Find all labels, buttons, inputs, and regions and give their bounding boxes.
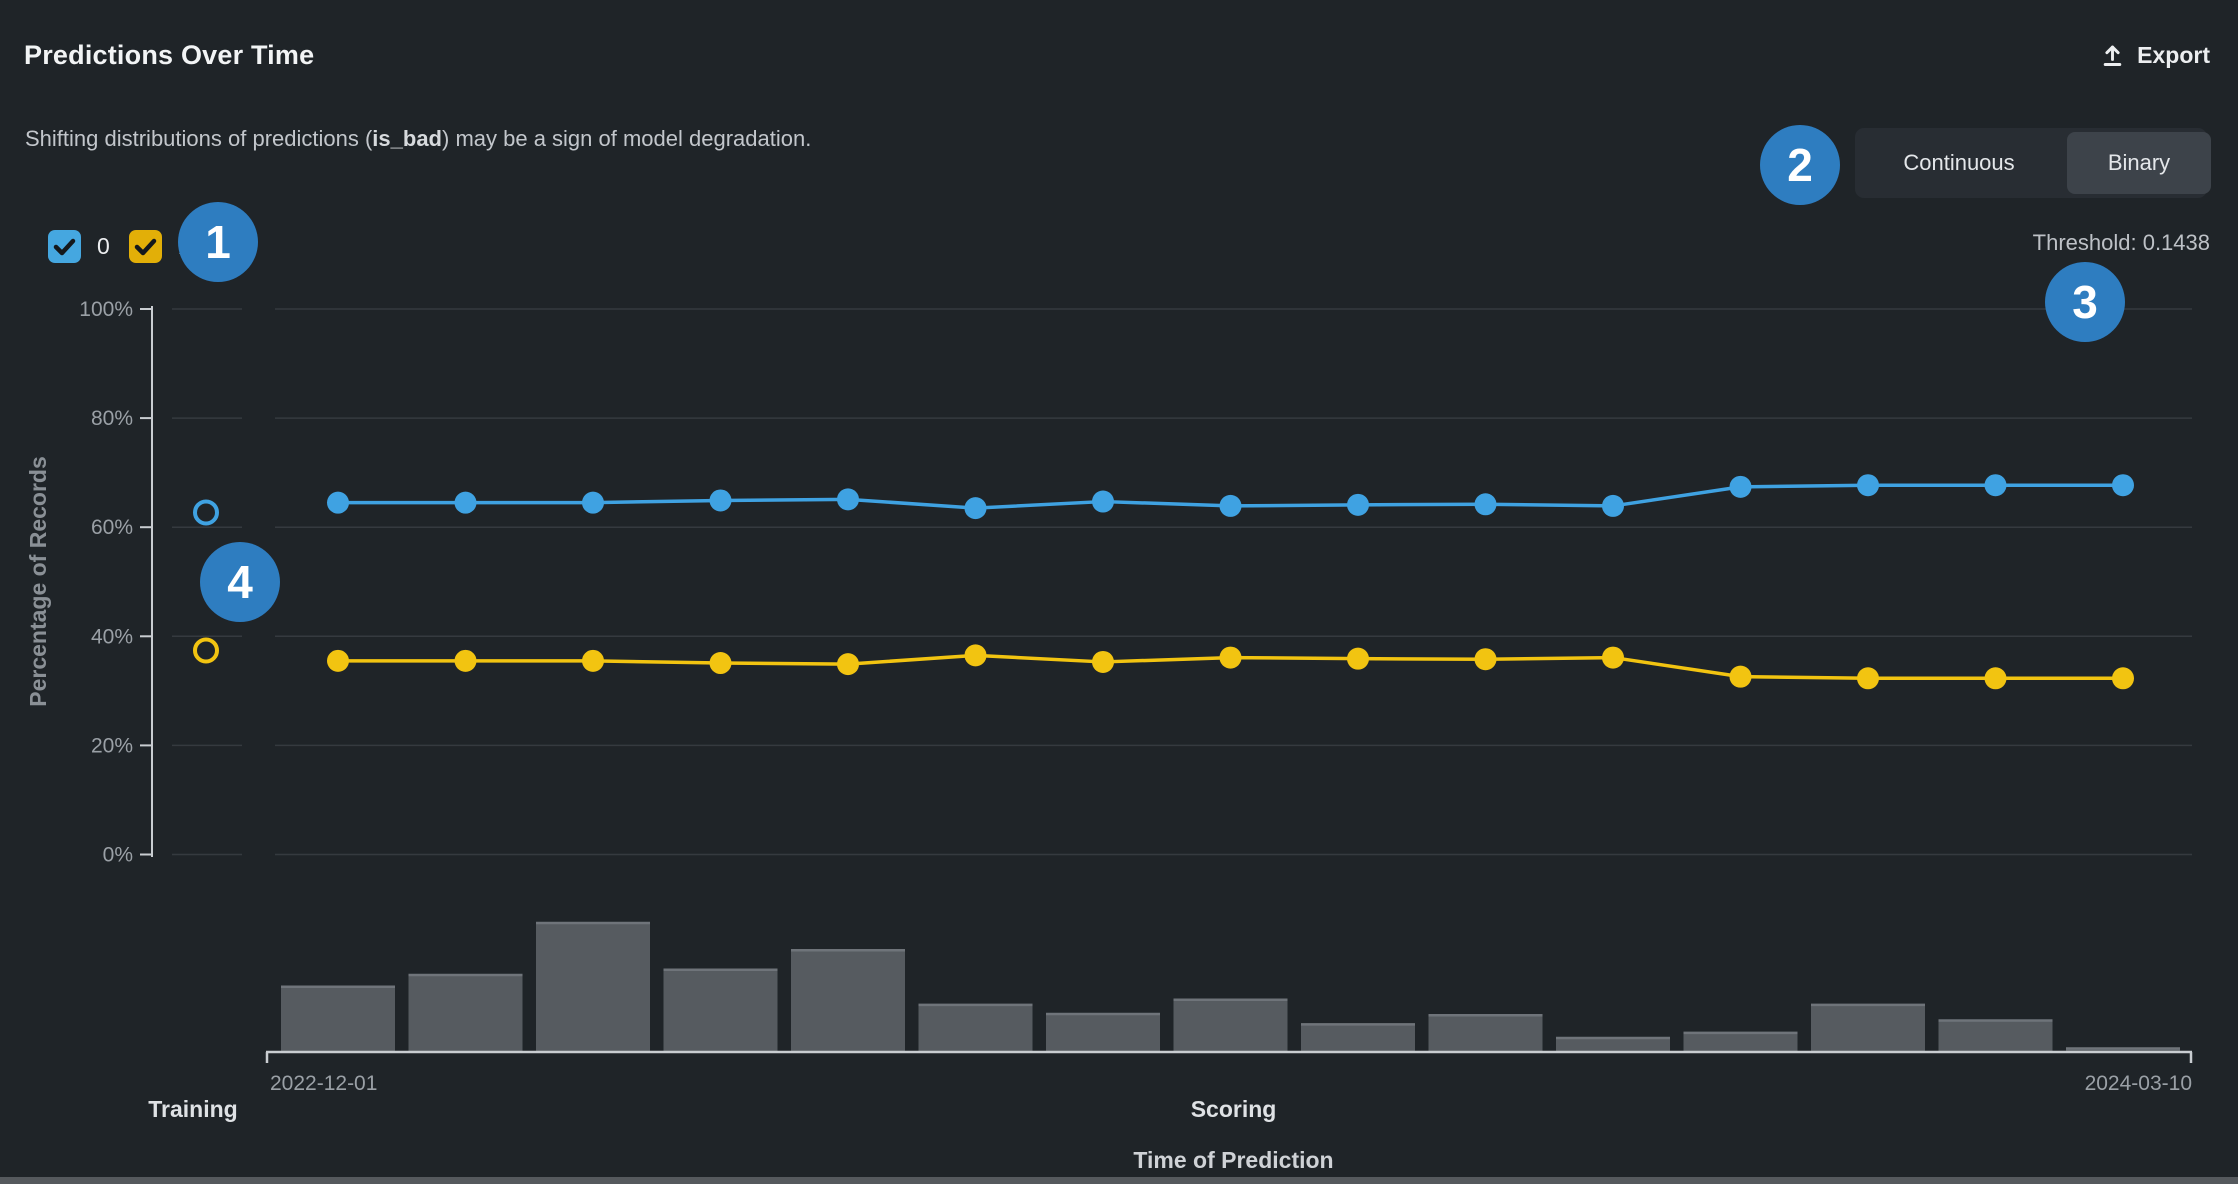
class-1-checkbox[interactable] xyxy=(128,229,162,263)
svg-text:2024-03-10: 2024-03-10 xyxy=(2085,1072,2192,1095)
class-0-checkbox[interactable] xyxy=(48,229,81,263)
class-legend: 0 1 xyxy=(48,229,191,263)
check-icon xyxy=(48,230,81,263)
svg-text:40%: 40% xyxy=(91,625,133,648)
feature-name: is_bad xyxy=(372,126,442,151)
toggle-binary[interactable]: Binary xyxy=(2067,132,2211,194)
export-upload-icon xyxy=(2099,42,2126,69)
svg-text:Time of Prediction: Time of Prediction xyxy=(1133,1147,1333,1173)
page-title: Predictions Over Time xyxy=(24,40,315,70)
export-label: Export xyxy=(2137,42,2210,68)
prediction-mode-toggle: Continuous Binary xyxy=(1855,128,2211,198)
svg-text:0%: 0% xyxy=(103,844,133,867)
threshold-value: Threshold: 0.1438 xyxy=(2032,230,2210,255)
chart-subtitle: Shifting distributions of predictions (i… xyxy=(25,126,812,151)
svg-text:60%: 60% xyxy=(91,516,133,539)
svg-text:Scoring: Scoring xyxy=(1191,1096,1277,1122)
callout-badge-3: 3 xyxy=(2045,262,2125,342)
svg-text:Percentage of Records: Percentage of Records xyxy=(25,456,51,707)
svg-text:Training: Training xyxy=(148,1096,237,1122)
svg-text:2022-12-01: 2022-12-01 xyxy=(270,1072,377,1095)
export-button[interactable]: Export xyxy=(2099,42,2210,69)
callout-badge-1: 1 xyxy=(178,202,258,282)
svg-text:100%: 100% xyxy=(79,298,133,321)
class-0-label: 0 xyxy=(97,232,110,259)
svg-text:80%: 80% xyxy=(91,407,133,430)
bottom-scrollbar[interactable] xyxy=(0,1177,2238,1184)
check-icon xyxy=(129,230,162,263)
callout-badge-2: 2 xyxy=(1760,125,1840,205)
svg-text:20%: 20% xyxy=(91,734,133,757)
callout-badge-4: 4 xyxy=(200,542,280,622)
toggle-continuous[interactable]: Continuous xyxy=(1903,150,2015,175)
